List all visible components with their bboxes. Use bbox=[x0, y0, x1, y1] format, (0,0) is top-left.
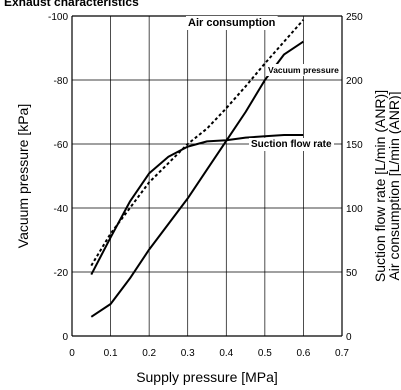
left-y-tick-label: -20 bbox=[54, 268, 69, 279]
series-line bbox=[90, 134, 304, 276]
x-axis-label: Supply pressure [MPa] bbox=[136, 369, 278, 385]
left-y-tick-label: 0 bbox=[62, 332, 68, 343]
left-y-tick-label: -100 bbox=[48, 12, 68, 23]
annotation-background bbox=[249, 138, 334, 151]
annotation-background bbox=[266, 64, 342, 76]
x-tick-label: 0.7 bbox=[335, 348, 349, 359]
chart-title: Exhaust characteristics bbox=[4, 0, 139, 9]
series-annotation: Vacuum pressure bbox=[268, 65, 339, 75]
left-y-tick-label: -40 bbox=[54, 204, 69, 215]
x-tick-label: 0.3 bbox=[181, 348, 195, 359]
annotation-background bbox=[186, 16, 278, 30]
right-y-tick-label: 200 bbox=[346, 76, 363, 87]
right-y-tick-label: 100 bbox=[346, 204, 363, 215]
series-annotation: Suction flow rate bbox=[251, 139, 332, 150]
tick-labels: 0 0.1 0.2 0.3 0.4 0.5 0.6 0.7 0 -20 -40 -60 -80 -100 0… bbox=[48, 12, 363, 359]
x-tick-label: 0.2 bbox=[142, 348, 156, 359]
left-y-tick-label: -60 bbox=[54, 140, 69, 151]
x-tick-label: 0 bbox=[69, 348, 75, 359]
series-annotations: Air consumption Vacuum pressure Suction fl… bbox=[186, 16, 342, 151]
right-y-tick-label: 150 bbox=[346, 140, 363, 151]
series-annotation: Air consumption bbox=[188, 17, 276, 29]
right-y-tick-label: 0 bbox=[346, 332, 352, 343]
right-y-tick-label: 50 bbox=[346, 268, 358, 279]
x-tick-label: 0.5 bbox=[258, 348, 272, 359]
right-y-axis-label-suction: Suction flow rate [L/min (ANR)] bbox=[372, 90, 388, 282]
series-line bbox=[90, 40, 304, 318]
right-y-axis-label-air: Air consumption [L/min (ANR)] bbox=[386, 91, 401, 280]
right-y-tick-label: 250 bbox=[346, 12, 363, 23]
x-tick-label: 0.1 bbox=[104, 348, 118, 359]
left-y-axis-label: Vacuum pressure [kPa] bbox=[15, 104, 31, 248]
x-tick-label: 0.6 bbox=[296, 348, 310, 359]
left-y-tick-label: -80 bbox=[54, 76, 69, 87]
x-tick-label: 0.4 bbox=[219, 348, 233, 359]
